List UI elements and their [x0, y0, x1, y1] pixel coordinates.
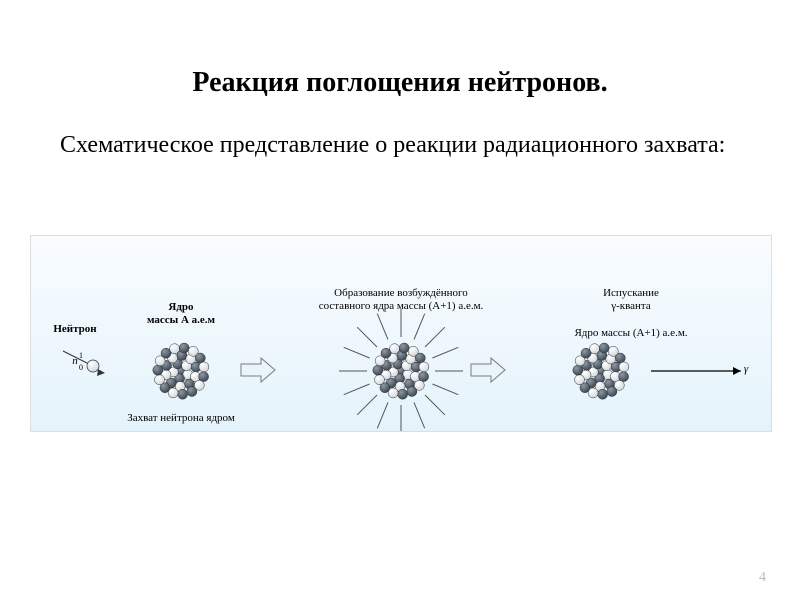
figure-label: γ — [744, 363, 749, 375]
figure-label: Испускание — [603, 287, 659, 299]
figure-label: массы А а.е.м — [147, 314, 216, 326]
figure-label: n — [72, 355, 78, 367]
figure-label: Нейтрон — [53, 323, 97, 335]
figure-label: 1 — [79, 351, 83, 360]
figure-label: γ-кванта — [610, 300, 651, 312]
figure-label: Образование возбуждённого — [334, 287, 468, 299]
slide-title: Реакция поглощения нейтронов. — [0, 67, 800, 99]
reaction-diagram: Нейтрон n0 1 Ядромассы А а.е.м Захват нейтро… — [31, 236, 771, 431]
slide: Реакция поглощения нейтронов. Схематичес… — [0, 0, 800, 600]
figure-label: 0 — [79, 363, 83, 372]
figure-label: составного ядра массы (А+1) а.е.м. — [319, 300, 484, 312]
slide-subtitle: Схематическое представление о реакции ра… — [60, 130, 740, 160]
figure-label: Ядро — [168, 301, 194, 313]
figure-label: Захват нейтрона ядром — [127, 412, 235, 424]
figure-label: Ядро массы (А+1) а.е.м. — [574, 327, 687, 339]
figure-container: Нейтрон n0 1 Ядромассы А а.е.м Захват нейтро… — [30, 235, 772, 432]
page-number: 4 — [759, 570, 766, 586]
